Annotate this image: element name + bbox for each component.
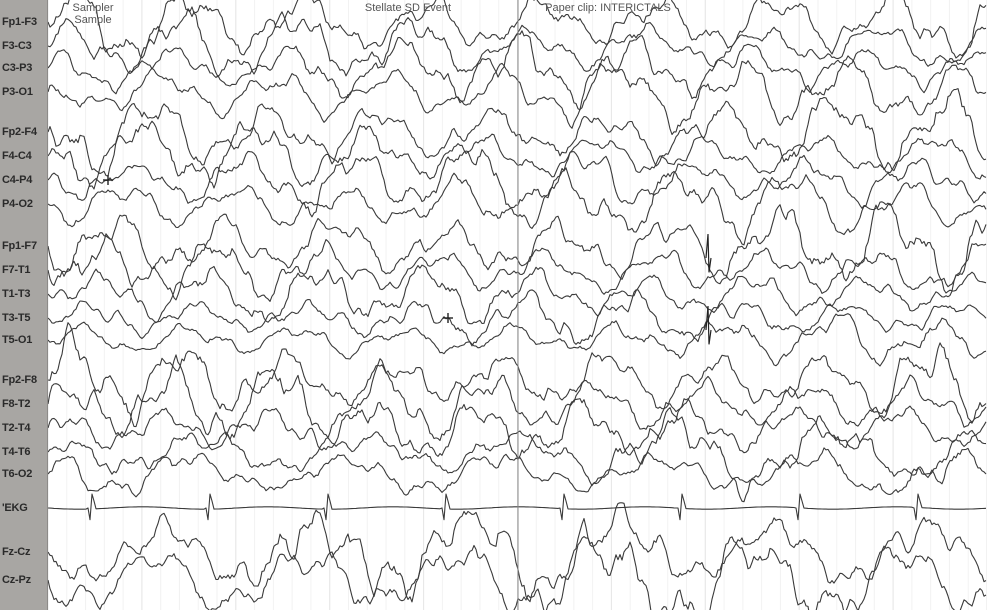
channel-label-Cz-Pz: Cz-Pz <box>2 574 46 586</box>
eeg-plot-area[interactable]: SamplerSample Stellate SD Event Paper clip… <box>48 0 987 610</box>
channel-label-Fp1-F7: Fp1-F7 <box>2 240 46 252</box>
annotation-sampler[interactable]: Sampler <box>73 2 114 14</box>
channel-label-T4-T6: T4-T6 <box>2 446 46 458</box>
channel-label-F3-C3: F3-C3 <box>2 40 46 52</box>
channel-label-C3-P3: C3-P3 <box>2 62 46 74</box>
channel-label-F8-T2: F8-T2 <box>2 398 46 410</box>
channel-label-P4-O2: P4-O2 <box>2 198 46 210</box>
channel-label-T1-T3: T1-T3 <box>2 288 46 300</box>
eeg-viewer: Fp1-F3 F3-C3 C3-P3 P3-O1 Fp2-F4 F4-C4 C4-P4 P4-… <box>0 0 987 610</box>
channel-label-T6-O2: T6-O2 <box>2 468 46 480</box>
channel-label-T5-O1: T5-O1 <box>2 334 46 346</box>
channel-label-T3-T5: T3-T5 <box>2 312 46 324</box>
annotation-sample2[interactable]: Sample <box>74 14 111 26</box>
channel-label-Fp2-F8: Fp2-F8 <box>2 374 46 386</box>
channel-label-F4-C4: F4-C4 <box>2 150 46 162</box>
channel-label-P3-O1: P3-O1 <box>2 86 46 98</box>
channel-label-Fp2-F4: Fp2-F4 <box>2 126 46 138</box>
channel-label-F7-T1: F7-T1 <box>2 264 46 276</box>
channel-label-T2-T4: T2-T4 <box>2 422 46 434</box>
annotation-paperclip[interactable]: Paper clip: INTERICTALS <box>545 2 671 14</box>
channel-label-EKG: 'EKG <box>2 502 46 514</box>
channel-label-C4-P4: C4-P4 <box>2 174 46 186</box>
annotation-stellate[interactable]: Stellate SD Event <box>365 2 451 14</box>
channel-label-Fz-Cz: Fz-Cz <box>2 546 46 558</box>
channel-label-gutter: Fp1-F3 F3-C3 C3-P3 P3-O1 Fp2-F4 F4-C4 C4-P4 P4-… <box>0 0 48 610</box>
annotation-layer: SamplerSample Stellate SD Event Paper clip… <box>48 0 987 610</box>
channel-label-Fp1-F3: Fp1-F3 <box>2 16 46 28</box>
